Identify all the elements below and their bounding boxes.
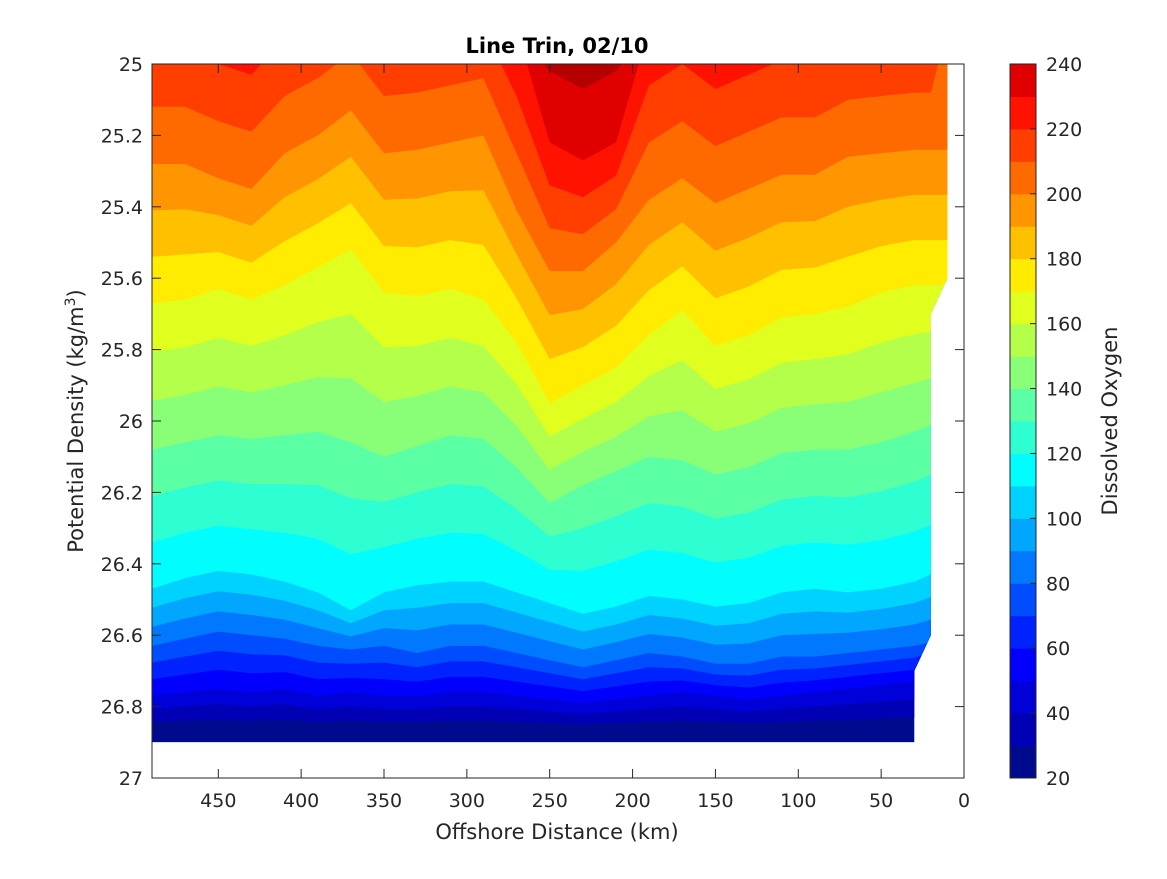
colorbar-swatch (1010, 518, 1036, 552)
colorbar-tick-label: 140 (1046, 379, 1082, 401)
colorbar-tick-label: 160 (1046, 314, 1082, 336)
colorbar-tick-label: 60 (1046, 638, 1070, 660)
colorbar-swatch (1010, 648, 1036, 682)
colorbar-swatch (1010, 388, 1036, 422)
colorbar-swatch (1010, 193, 1036, 227)
y-tick-label: 26.8 (101, 697, 143, 719)
colorbar-swatch (1010, 421, 1036, 454)
colorbar: 240 220 200 180 160 140 120 100 80 60 40 20 (1009, 54, 1082, 790)
colorbar-swatch (1010, 323, 1036, 357)
y-tick-label: 26 (119, 411, 143, 433)
colorbar-swatch (1010, 745, 1036, 779)
colorbar-swatch (1010, 96, 1036, 130)
colorbar-swatch (1010, 291, 1036, 325)
y-tick-label: 25.8 (101, 340, 143, 362)
colorbar-swatch (1010, 713, 1036, 747)
y-axis-label-superscript: 3 (63, 297, 79, 306)
y-axis-label-main: Potential Density (kg/m (64, 306, 88, 552)
colorbar-tick-label: 80 (1046, 573, 1070, 595)
y-tick-label: 25.4 (101, 197, 143, 219)
colorbar-tick-label: 120 (1046, 443, 1082, 465)
colorbar-swatch (1010, 453, 1036, 487)
x-tick-label: 350 (366, 790, 402, 812)
x-tick-label: 200 (614, 790, 650, 812)
x-tick-label: 450 (200, 790, 236, 812)
y-tick-label: 25.2 (101, 125, 143, 147)
x-axis-label: Offshore Distance (km) (435, 820, 678, 844)
x-tick-label: 400 (283, 790, 319, 812)
x-tick-label: 150 (697, 790, 733, 812)
colorbar-swatch (1010, 485, 1036, 519)
colorbar-tick-label: 20 (1046, 768, 1070, 790)
colorbar-label: Dissolved Oxygen (1098, 327, 1122, 516)
colorbar-tick-label: 240 (1046, 54, 1082, 76)
colorbar-swatch (1010, 583, 1036, 617)
y-axis-label-close: ) (64, 289, 88, 297)
x-tick-label: 0 (958, 790, 970, 812)
colorbar-tick-label: 180 (1046, 249, 1082, 271)
x-tick-label: 100 (780, 790, 816, 812)
x-tick-label: 300 (449, 790, 485, 812)
y-tick-label: 26.2 (101, 482, 143, 504)
contour-band (152, 64, 948, 161)
y-tick-label: 25 (119, 54, 143, 76)
colorbar-swatch (1010, 161, 1036, 195)
colorbar-tick-label: 100 (1046, 508, 1082, 530)
contour-fill-layer (152, 64, 948, 743)
colorbar-swatch (1010, 680, 1036, 714)
colorbar-frame (1009, 63, 1037, 779)
y-tick-label: 26.4 (101, 554, 143, 576)
colorbar-tick-label: 200 (1046, 184, 1082, 206)
y-tick-label: 27 (119, 768, 143, 790)
y-tick-label: 25.6 (101, 268, 143, 290)
colorbar-swatch (1010, 258, 1036, 292)
x-axis-ticks: 450 400 350 300 250 200 150 100 50 0 (200, 64, 970, 812)
chart-title: Line Trin, 02/10 (465, 34, 648, 58)
colorbar-swatch (1010, 615, 1036, 649)
colorbar-swatch (1010, 64, 1036, 97)
colorbar-swatch (1010, 550, 1036, 584)
x-tick-label: 250 (532, 790, 568, 812)
colorbar-swatch (1010, 356, 1036, 390)
colorbar-tick-label: 220 (1046, 119, 1082, 141)
y-axis-ticks: 25 25.2 25.4 25.6 25.8 26 26.2 26.4 26.6 26.8 27 (101, 54, 964, 790)
colorbar-tick-label: 40 (1046, 703, 1070, 725)
y-tick-label: 26.6 (101, 625, 143, 647)
x-tick-label: 50 (869, 790, 893, 812)
colorbar-swatch (1010, 226, 1036, 260)
y-axis-label: Potential Density (kg/m3) (63, 289, 88, 553)
colorbar-swatch (1010, 128, 1036, 162)
